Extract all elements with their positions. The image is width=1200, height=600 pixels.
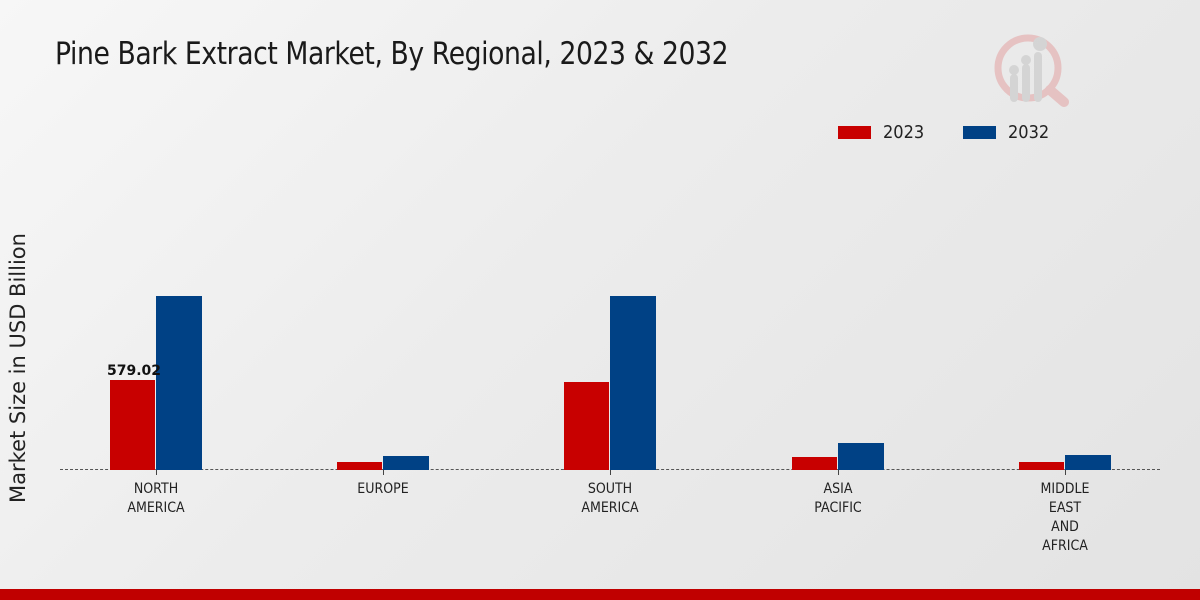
x-axis-category-label: SOUTH AMERICA xyxy=(581,481,639,516)
x-axis-tick xyxy=(838,470,839,475)
chart-title: Pine Bark Extract Market, By Regional, 2… xyxy=(55,36,729,72)
legend-swatch-2032 xyxy=(962,126,996,139)
bar-2032[interactable] xyxy=(1065,455,1111,470)
bar-2032[interactable] xyxy=(156,296,202,470)
y-axis-label-container: Market Size in USD Billion xyxy=(0,205,36,530)
legend-swatch-2023 xyxy=(838,126,871,139)
bar-2032[interactable] xyxy=(838,442,884,470)
x-axis-category-label: EUROPE xyxy=(357,481,409,497)
bar-2032[interactable] xyxy=(610,296,656,470)
magnifier-bar-chart-logo-icon xyxy=(994,34,1069,107)
bar-value-label: 579.02 xyxy=(107,363,162,379)
legend-item-2023[interactable]: 2023 xyxy=(838,122,929,143)
x-axis-tick xyxy=(1065,470,1066,475)
x-axis-category-label: MIDDLE EAST AND AFRICA xyxy=(1040,481,1090,554)
x-axis-tick xyxy=(383,470,384,475)
footer-bar xyxy=(0,589,1200,600)
legend-label-2023: 2023 xyxy=(883,122,925,143)
bar-2023[interactable] xyxy=(792,456,837,470)
x-axis-category-label: ASIA PACIFIC xyxy=(814,481,862,516)
x-axis-tick xyxy=(610,470,611,475)
chart-legend: 2023 2032 xyxy=(838,122,1088,143)
bar-2023[interactable] xyxy=(564,382,609,470)
y-axis-label: Market Size in USD Billion xyxy=(6,232,30,503)
bar-2023[interactable] xyxy=(337,462,382,470)
bar-2023[interactable] xyxy=(1019,462,1064,470)
bar-2032[interactable] xyxy=(383,456,429,470)
bar-2023[interactable] xyxy=(110,380,155,470)
legend-item-2032[interactable]: 2032 xyxy=(962,122,1054,143)
legend-label-2032: 2032 xyxy=(1007,122,1050,143)
x-axis-category-label: NORTH AMERICA xyxy=(127,481,185,516)
x-axis-tick xyxy=(156,470,157,475)
